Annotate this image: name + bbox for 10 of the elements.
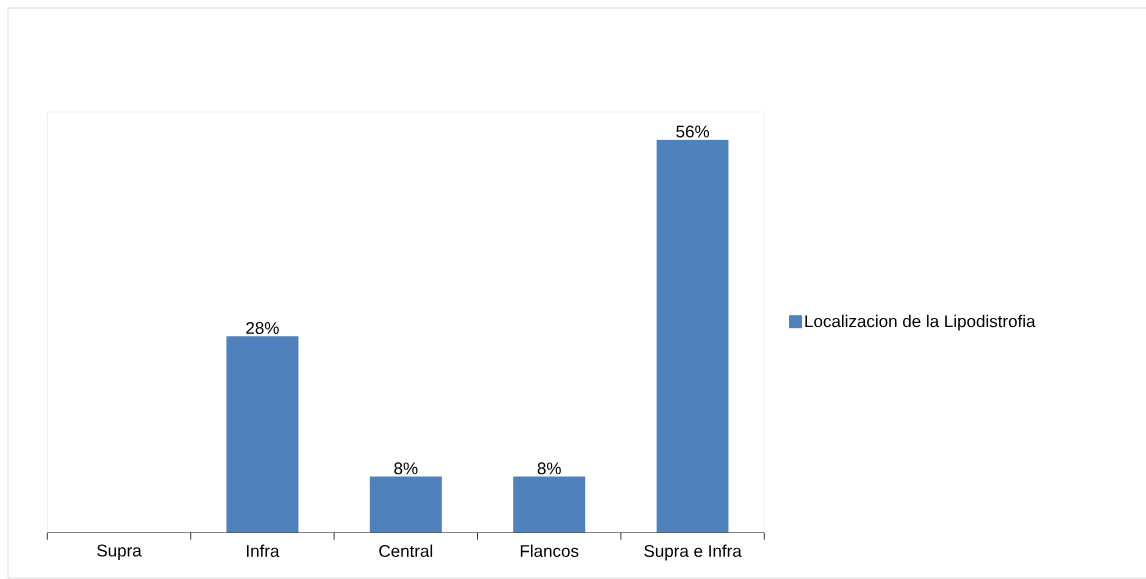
- data-label: 8%: [394, 462, 418, 475]
- x-tick-label: Infra: [246, 544, 280, 558]
- data-label: 8%: [537, 462, 561, 475]
- x-tick-label: Supra: [97, 544, 142, 560]
- x-tick-label: Flancos: [520, 544, 579, 558]
- data-label: 56%: [676, 125, 710, 138]
- x-tick-label: Central: [379, 544, 433, 558]
- data-label: 28%: [246, 321, 279, 335]
- legend-label: Localizacion de la Lipodistrofia: [805, 314, 1036, 331]
- x-tick-label: Supra e Infra: [644, 544, 742, 561]
